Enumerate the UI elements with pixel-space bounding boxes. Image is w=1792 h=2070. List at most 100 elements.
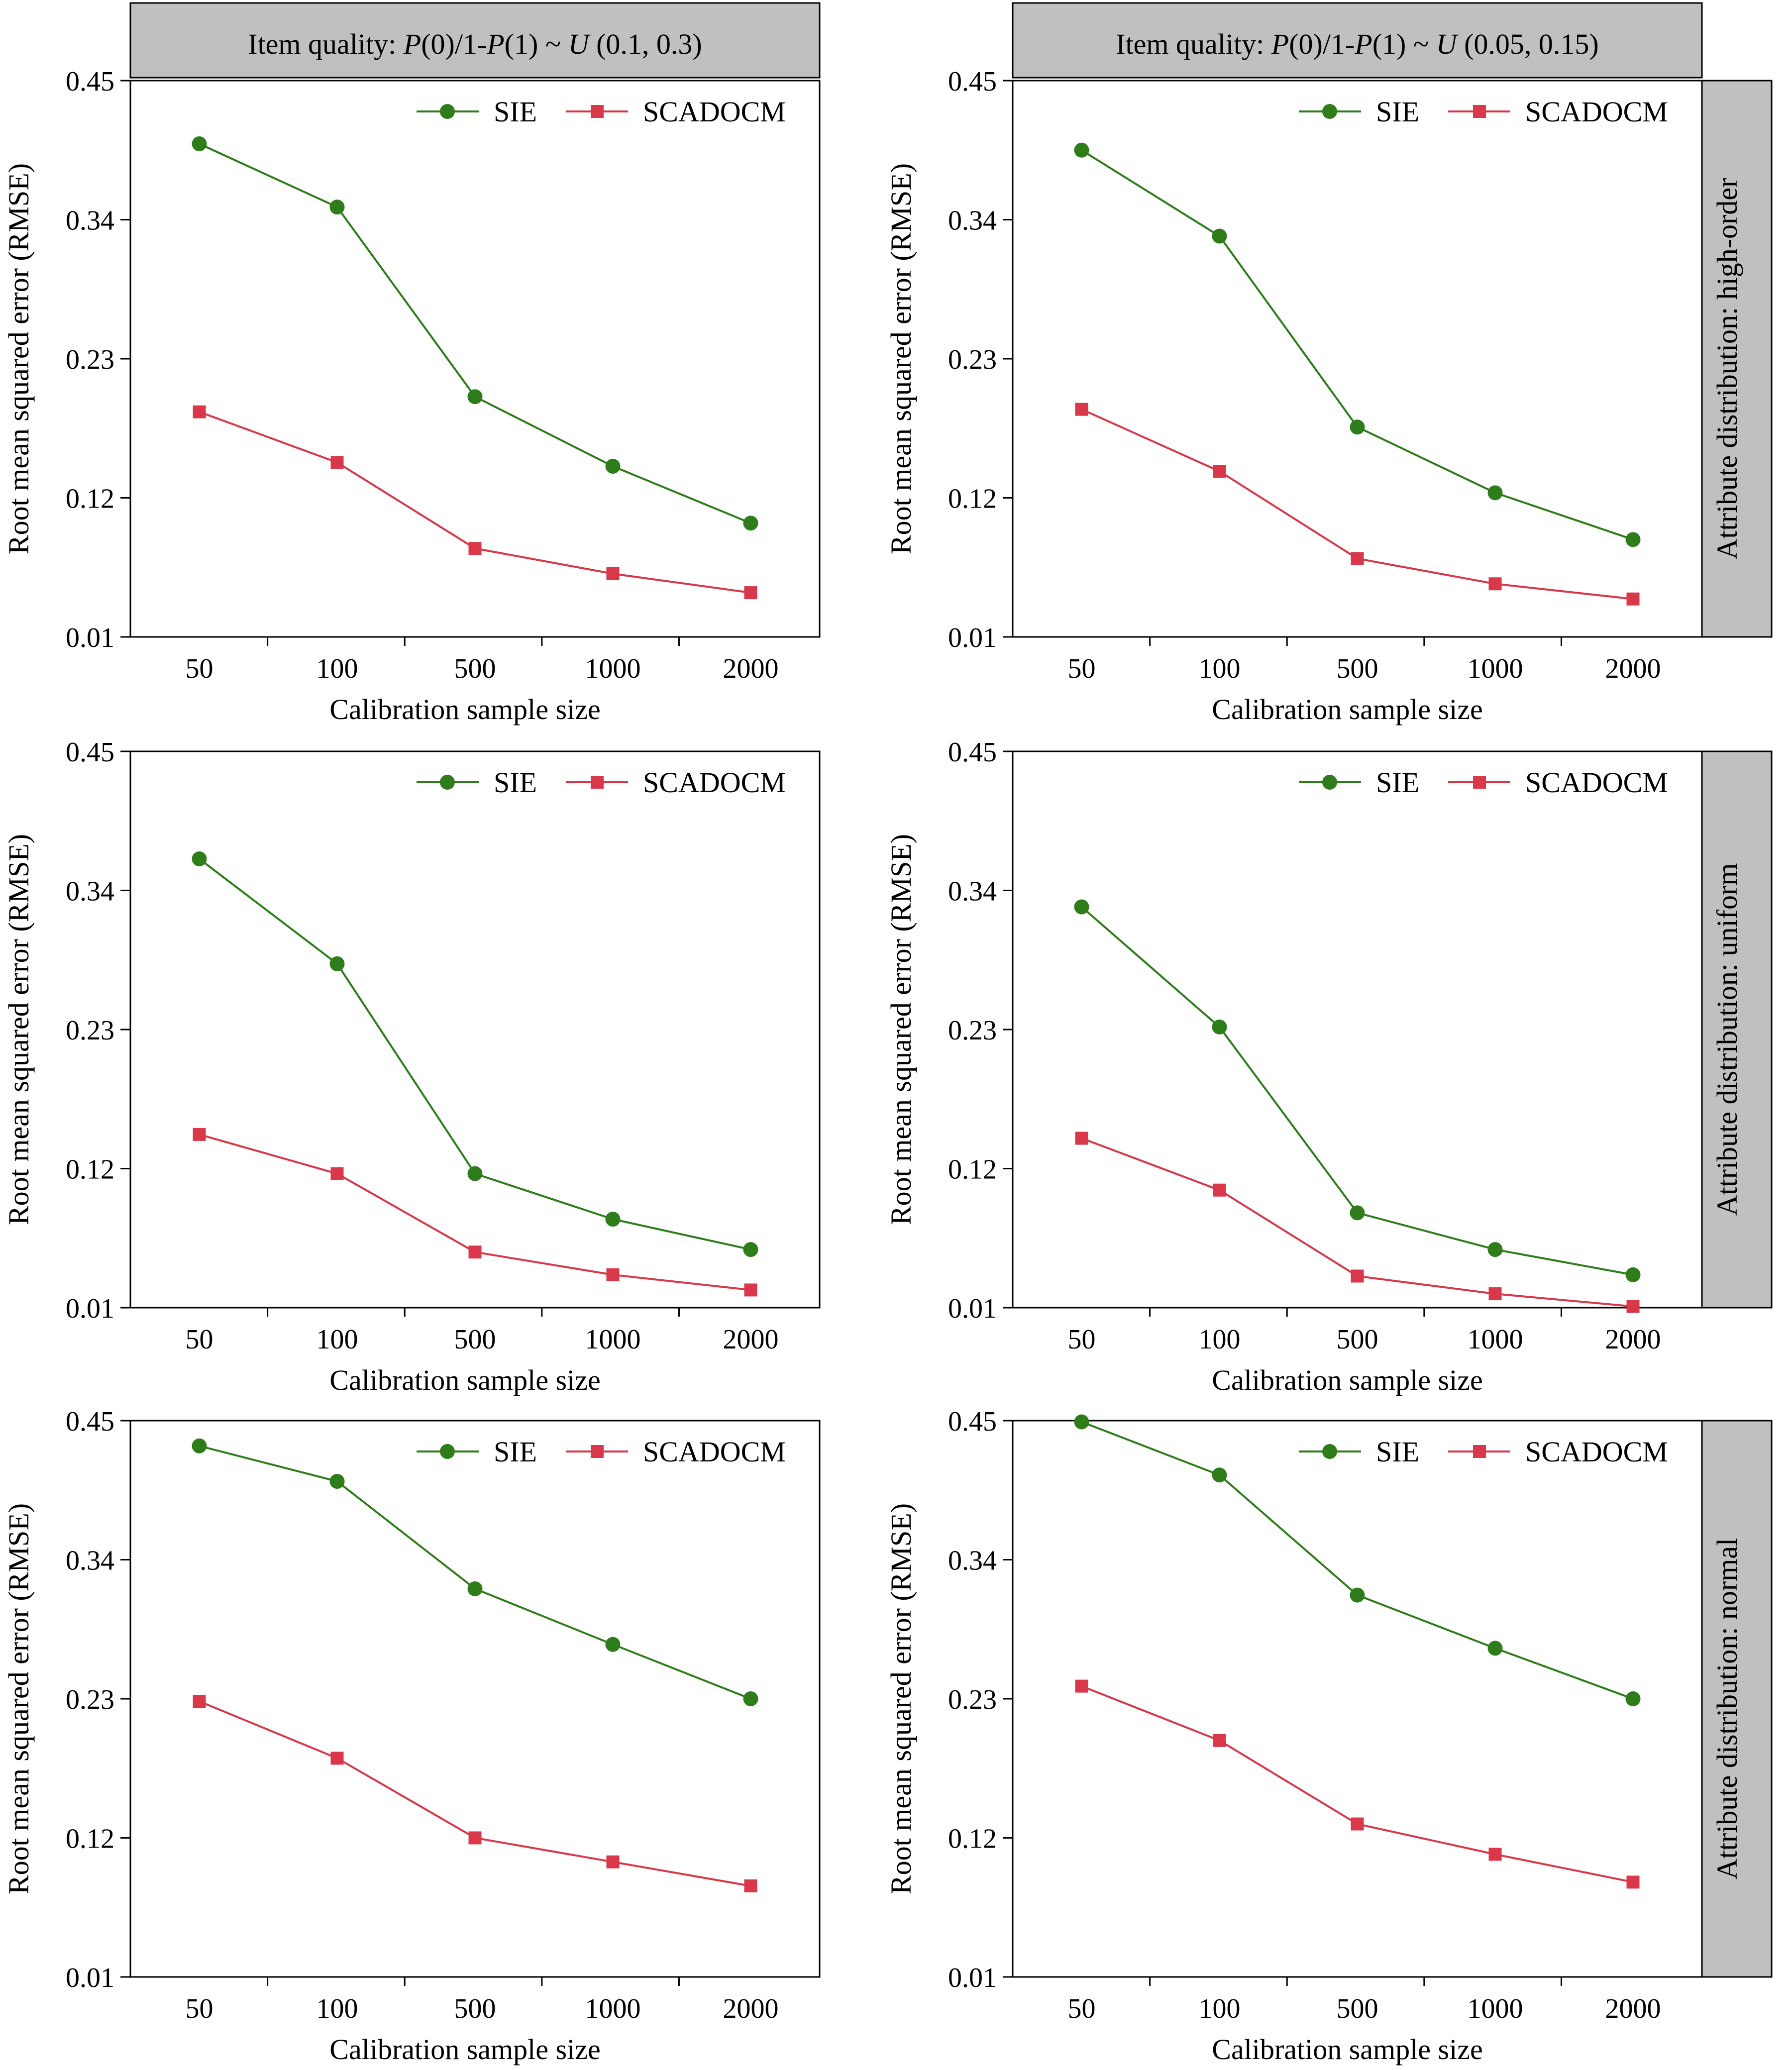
- y-tick-label: 0.23: [948, 1684, 997, 1715]
- x-tick-label: 1000: [585, 653, 641, 684]
- sie-point: [743, 516, 758, 531]
- legend: SIE SCADOCM: [1299, 1436, 1668, 1468]
- strip-text-prefix: Item quality:: [1116, 28, 1271, 60]
- scadocm-point: [468, 542, 482, 555]
- sie-point: [467, 1581, 483, 1596]
- x-tick-label: 50: [186, 653, 213, 684]
- x-tick-label: 2000: [723, 1324, 779, 1355]
- legend-marker-sie: [1322, 775, 1337, 790]
- y-axis-title: Root mean squared error (RMSE): [885, 1503, 917, 1894]
- scadocm-point: [606, 567, 620, 580]
- sie-point: [1212, 1019, 1227, 1035]
- y-tick-label: 0.12: [948, 1824, 997, 1855]
- y-tick-label: 0.23: [66, 344, 114, 375]
- scadocm-point: [606, 1268, 620, 1281]
- scadocm-point: [1213, 1183, 1226, 1197]
- y-tick-label: 0.01: [66, 1963, 114, 1993]
- strip-background: [1701, 1420, 1773, 1978]
- scadocm-point: [606, 1855, 620, 1868]
- sie-point: [1350, 419, 1365, 435]
- x-tick-label: 100: [1199, 1324, 1241, 1355]
- sie-point: [1625, 532, 1641, 547]
- scadocm-point: [1626, 592, 1640, 606]
- legend-marker-scadocm: [1473, 1445, 1486, 1458]
- sie-point: [1074, 142, 1089, 158]
- sie-point: [329, 1473, 345, 1489]
- sie-point: [467, 389, 483, 405]
- x-tick-label: 500: [1337, 653, 1378, 684]
- legend-label-scadocm: SCADOCM: [1525, 766, 1668, 799]
- plot-frame: [129, 1420, 821, 1978]
- sie-point: [1350, 1205, 1365, 1221]
- x-axis-title: Calibration sample size: [1212, 693, 1482, 725]
- panel-2-1: 0.01 0.12 0.23 0.34 0.45 50 100 500 1000 2000 Cali…: [885, 1406, 1703, 2066]
- legend-marker-scadocm: [591, 1445, 604, 1458]
- scadocm-point: [1488, 1848, 1502, 1861]
- panel-0-0: 0.01 0.12 0.23 0.34 0.45 50 100 500 1000 2000 Cali…: [2, 66, 821, 725]
- y-tick-label: 0.45: [948, 66, 997, 97]
- y-tick-label: 0.12: [948, 484, 997, 515]
- x-tick-label: 1000: [585, 1324, 641, 1355]
- x-tick-label: 100: [1199, 653, 1241, 684]
- x-tick-label: 50: [186, 1324, 213, 1355]
- strip-background: [1701, 750, 1773, 1309]
- x-tick-label: 100: [316, 1324, 358, 1355]
- scadocm-point: [1351, 1269, 1364, 1283]
- strip-text-p1: P: [486, 28, 504, 60]
- sie-point: [329, 200, 345, 215]
- y-tick-label: 0.01: [948, 1293, 997, 1324]
- sie-point: [1487, 1242, 1503, 1257]
- legend-label-scadocm: SCADOCM: [643, 766, 786, 799]
- legend-marker-sie: [1322, 104, 1337, 119]
- series-line-scadocm: [199, 1700, 751, 1887]
- column-strip-label: Item quality: P(0)/1-P(1) ~ U (0.05, 0.1…: [1116, 28, 1598, 60]
- legend-label-sie: SIE: [1376, 96, 1419, 128]
- scadocm-point: [1488, 1287, 1502, 1301]
- sie-point: [1212, 1467, 1227, 1483]
- panel-1-0: 0.01 0.12 0.23 0.34 0.45 50 100 500 1000 2000 Cali…: [2, 737, 821, 1396]
- series-line-sie: [199, 1445, 751, 1700]
- legend-label-scadocm: SCADOCM: [1525, 1436, 1668, 1468]
- scadocm-point: [1075, 1679, 1088, 1693]
- sie-point: [467, 1166, 483, 1181]
- scadocm-point: [744, 1283, 757, 1297]
- strip-text-b: (1) ~: [1372, 28, 1436, 60]
- strip-text-rest: (0.1, 0.3): [589, 28, 702, 60]
- scadocm-point: [1075, 403, 1088, 416]
- x-tick-label: 100: [316, 653, 358, 684]
- row-strip-1: Attribute distribution: uniform: [1701, 750, 1773, 1309]
- legend-label-scadocm: SCADOCM: [643, 1436, 786, 1468]
- sie-point: [605, 458, 621, 474]
- sie-point: [1350, 1587, 1365, 1603]
- y-tick-label: 0.23: [948, 344, 997, 375]
- x-tick-label: 2000: [1605, 653, 1661, 684]
- x-tick-label: 1000: [1468, 1993, 1523, 2024]
- x-tick-label: 2000: [1605, 1324, 1661, 1355]
- scadocm-point: [1075, 1132, 1088, 1145]
- x-tick-label: 500: [454, 1993, 496, 2024]
- strip-text-a: (0)/1-: [421, 28, 487, 60]
- legend-marker-sie: [440, 1444, 455, 1459]
- y-tick-label: 0.45: [66, 1406, 114, 1437]
- y-tick-label: 0.34: [66, 206, 114, 236]
- sie-point: [605, 1212, 621, 1227]
- x-axis-title: Calibration sample size: [1212, 1364, 1482, 1396]
- strip-text-p1: P: [1354, 28, 1372, 60]
- series-line-sie: [199, 143, 751, 524]
- series-line-scadocm: [199, 1133, 751, 1291]
- strip-background: [1701, 80, 1773, 638]
- x-tick-label: 100: [1199, 1993, 1241, 2024]
- sie-point: [1487, 485, 1503, 501]
- y-tick-label: 0.34: [948, 876, 997, 907]
- x-tick-label: 50: [1068, 653, 1096, 684]
- y-tick-label: 0.34: [948, 1546, 997, 1576]
- y-tick-label: 0.01: [948, 622, 997, 653]
- y-axis-title: Root mean squared error (RMSE): [885, 834, 917, 1225]
- legend-marker-scadocm: [591, 105, 604, 118]
- legend-marker-scadocm: [1473, 105, 1486, 118]
- scadocm-point: [193, 1128, 206, 1141]
- y-tick-label: 0.45: [66, 737, 114, 768]
- y-tick-label: 0.45: [948, 1406, 997, 1437]
- row-strip-label: Attribute distribution: uniform: [1711, 863, 1743, 1216]
